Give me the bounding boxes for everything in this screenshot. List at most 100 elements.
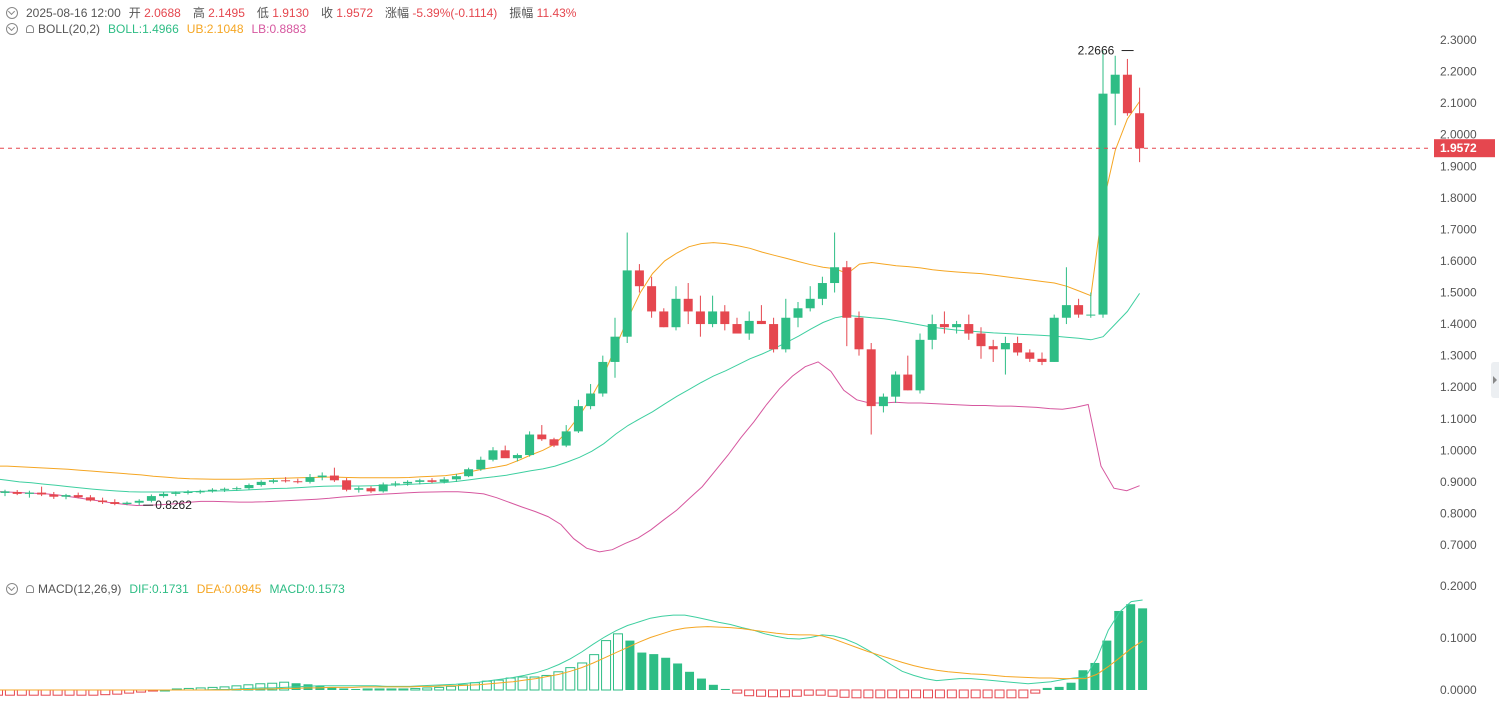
boll-name: BOLL(20,2) [38,22,101,36]
candle-body [0,491,10,493]
macd-histogram-bar [88,689,99,696]
macd-legend: MACD(12,26,9) DIF:0.1731 DEA:0.0945 MACD… [6,582,349,596]
macd-histogram-bar [64,689,75,696]
macd-histogram-bar [851,689,862,699]
high-label: 高 [192,6,205,20]
price-axis-tick: 0.8000 [1440,506,1477,520]
candle-body [683,298,693,312]
candle-body [842,267,852,318]
macd-histogram-bar [481,680,492,691]
candle-body [781,317,791,350]
low-value: 1.9130 [272,6,309,20]
macd-histogram-bar [303,684,313,690]
macd-histogram-bar [434,686,445,691]
candle-body [1110,74,1120,94]
amplitude-label: 振幅 [509,6,534,20]
macd-histogram-bar [1090,662,1100,690]
candle-body [415,480,425,482]
candle-body [878,396,888,407]
macd-axis-tick: 0.1000 [1440,631,1477,645]
price-axis-tick: 1.2000 [1440,380,1477,394]
candle-body [744,320,754,334]
price-axis-tick: 1.3000 [1440,349,1477,363]
candle-body [1037,358,1047,362]
boll-legend: BOLL(20,2) BOLL:1.4966 UB:2.1048 LB:0.88… [6,22,310,36]
macd-histogram-bar [1138,608,1148,690]
close-label: 收 [320,6,333,20]
candle-body [512,455,522,459]
macd-histogram-bar [720,688,730,690]
candle-body [207,489,217,492]
macd-histogram-bar [803,689,814,696]
candle-body [939,324,949,328]
macd-histogram-bar [696,678,706,690]
boll-value: BOLL:1.4966 [108,22,179,36]
macd-axis-tick: 0.0000 [1440,683,1477,697]
legend-datetime: 2025-08-16 12:00 [26,5,121,20]
candle-body [476,459,486,470]
macd-histogram-bar [625,640,635,690]
macd-histogram-bar [398,688,409,691]
macd-histogram-bar [52,689,63,696]
candle-body [1074,305,1084,315]
price-axis-tick: 2.0000 [1440,128,1477,142]
macd-histogram-bar [374,688,385,691]
candle-body [1135,113,1145,149]
max-marker-label: 2.2666 [1078,44,1115,58]
candle-body [573,406,583,432]
macd-histogram-bar [934,689,945,699]
price-axis-tick: 2.3000 [1440,33,1477,47]
candle-body [634,270,644,287]
dea-value: DEA:0.0945 [196,582,262,596]
candle-body [598,361,608,394]
candle-body [1000,343,1010,350]
candle-body [805,298,815,309]
chevron-down-icon[interactable] [6,6,18,19]
macd-histogram-bar [517,676,528,691]
candle-body [49,494,59,497]
macd-histogram-bar [76,689,87,696]
candle-body [756,320,766,325]
macd-histogram-bar [351,688,361,690]
chevron-down-icon[interactable] [6,23,18,35]
candle-body [329,475,339,481]
macd-histogram-bar [469,682,480,691]
macd-histogram-bar [28,689,39,696]
candle-body [695,311,705,325]
amplitude-value: 11.43% [536,6,577,20]
macd-histogram-bar [339,688,349,690]
macd-histogram-bar [565,667,576,691]
candle-body [268,480,278,482]
macd-value: MACD:0.1573 [269,582,345,596]
macd-histogram-bar [922,689,933,699]
candle-body [671,298,681,328]
candle-body [464,469,474,477]
macd-histogram-bar [708,684,718,690]
change-value: -5.39%(-0.1114) [412,6,498,20]
candle-body [183,491,193,493]
macd-histogram-bar [685,671,695,690]
macd-histogram-bar [732,689,743,694]
candle-body [1049,317,1059,362]
macd-histogram-bar [899,689,910,699]
chevron-down-icon[interactable] [6,583,18,595]
candle-body [366,488,376,492]
macd-histogram-bar [958,689,969,699]
macd-histogram-bar [493,679,504,691]
candle-body [1013,343,1023,353]
panel-expand-handle[interactable] [1491,362,1499,398]
candle-body [732,324,742,334]
candle-body [305,477,315,482]
dif-value: DIF:0.1731 [129,582,189,596]
candle-body [256,481,266,486]
macd-histogram-bar [446,685,457,691]
bell-icon[interactable] [26,585,34,593]
candle-body [85,497,95,501]
candle-body [952,324,962,328]
macd-histogram-bar [673,663,683,690]
bell-icon[interactable] [26,25,34,33]
price-axis-tick: 1.9000 [1440,159,1477,173]
candle-body [12,491,22,494]
